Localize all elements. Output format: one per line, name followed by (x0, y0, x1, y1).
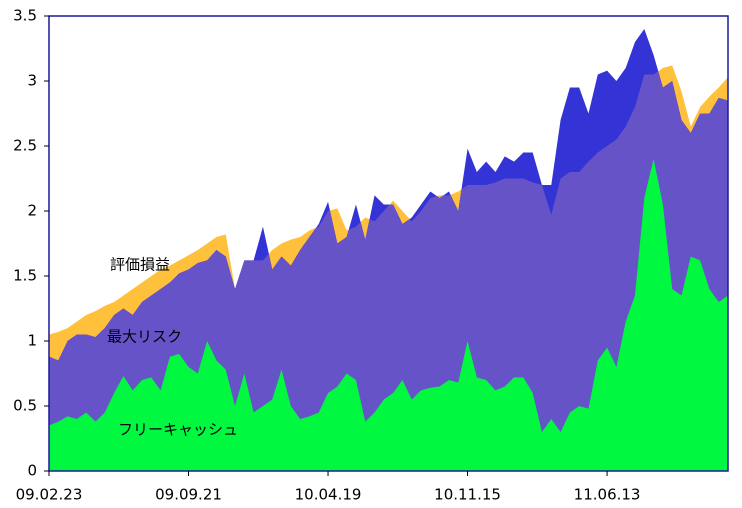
x-tick-label: 10.11.15 (434, 486, 501, 504)
y-tick-label: 3.5 (13, 7, 37, 25)
x-tick-label: 11.06.13 (574, 486, 641, 504)
series-label: フリーキャッシュ (118, 421, 238, 439)
y-tick-label: 1 (27, 332, 37, 350)
plot-areas (49, 29, 728, 472)
y-tick-label: 2.5 (13, 137, 37, 155)
plot-frame (48, 15, 729, 472)
y-tick-label: 0.5 (13, 397, 37, 415)
x-tick-label: 09.09.21 (155, 486, 222, 504)
series-label: 評価損益 (110, 256, 170, 274)
series-label: 最大リスク (107, 328, 182, 346)
x-tick-label: 09.02.23 (16, 486, 83, 504)
x-tick-label: 10.04.19 (295, 486, 362, 504)
y-tick-label: 2 (27, 202, 37, 220)
y-tick-label: 3 (27, 72, 37, 90)
y-tick-label: 1.5 (13, 267, 37, 285)
area (49, 159, 728, 471)
y-tick-label: 0 (27, 462, 37, 480)
